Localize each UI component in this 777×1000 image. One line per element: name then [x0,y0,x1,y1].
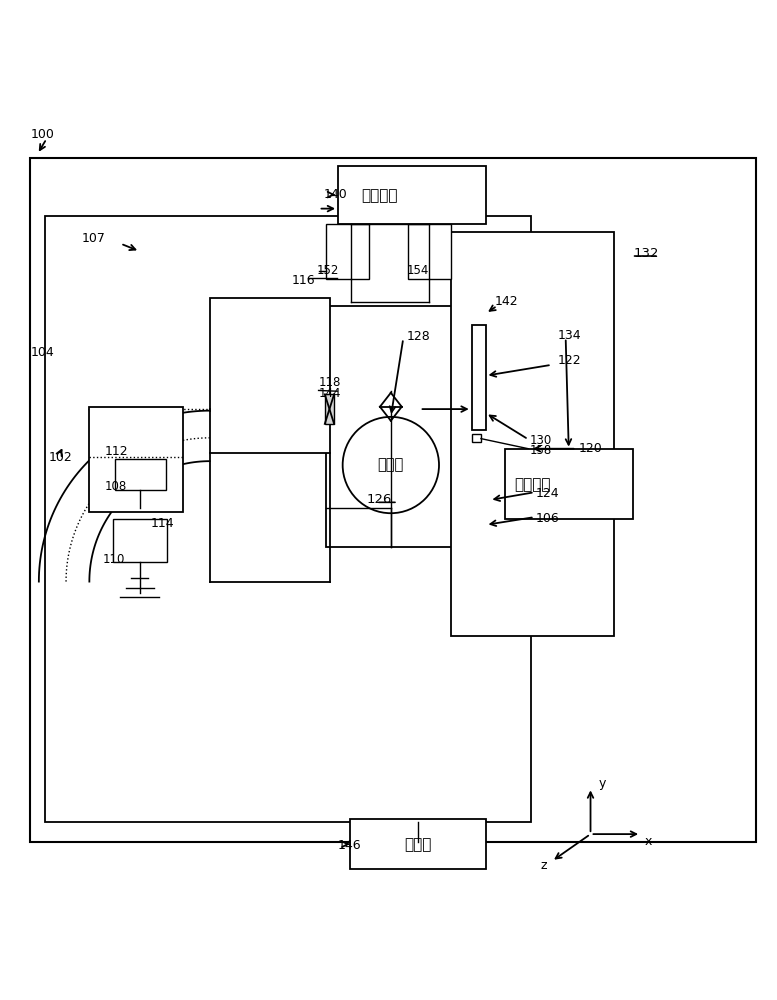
Text: 110: 110 [103,553,125,566]
FancyBboxPatch shape [350,819,486,869]
Text: 114: 114 [151,517,174,530]
FancyBboxPatch shape [45,216,531,822]
Text: 100: 100 [31,128,55,141]
Text: 102: 102 [48,451,72,464]
FancyBboxPatch shape [338,166,486,224]
FancyBboxPatch shape [89,407,183,512]
FancyBboxPatch shape [505,449,633,519]
Text: 冷却系统: 冷却系统 [514,477,550,492]
Text: 112: 112 [105,445,128,458]
Text: 132: 132 [633,247,659,260]
FancyBboxPatch shape [326,224,369,279]
Text: 158: 158 [530,444,552,457]
FancyBboxPatch shape [451,232,614,636]
Text: 108: 108 [105,480,127,493]
Text: 116: 116 [291,274,315,287]
Text: z: z [540,859,546,872]
Text: 154: 154 [407,264,430,277]
Text: 107: 107 [82,232,106,245]
FancyBboxPatch shape [30,158,756,842]
Text: 扫描系统: 扫描系统 [361,188,397,203]
Text: 122: 122 [558,354,581,367]
Text: 134: 134 [558,329,581,342]
Text: 106: 106 [536,512,560,525]
Text: 140: 140 [324,188,348,201]
FancyBboxPatch shape [210,298,330,453]
FancyBboxPatch shape [326,306,497,547]
Text: 126: 126 [367,493,392,506]
FancyBboxPatch shape [472,325,486,430]
Text: 152: 152 [317,264,340,277]
Text: 144: 144 [319,387,341,400]
FancyBboxPatch shape [325,394,334,424]
FancyBboxPatch shape [115,459,166,490]
Text: y: y [598,777,605,790]
Text: 118: 118 [319,376,341,389]
Text: 142: 142 [494,295,517,308]
FancyBboxPatch shape [472,434,481,442]
Text: x: x [645,835,652,848]
Text: 控制器: 控制器 [404,837,432,852]
Text: 104: 104 [31,346,55,359]
Text: 146: 146 [338,839,361,852]
FancyBboxPatch shape [408,224,451,279]
FancyBboxPatch shape [113,519,167,562]
Text: 真空源: 真空源 [378,458,404,473]
Text: 124: 124 [536,487,559,500]
Text: 130: 130 [530,434,552,447]
Text: 128: 128 [407,330,431,343]
Text: 120: 120 [579,442,603,455]
